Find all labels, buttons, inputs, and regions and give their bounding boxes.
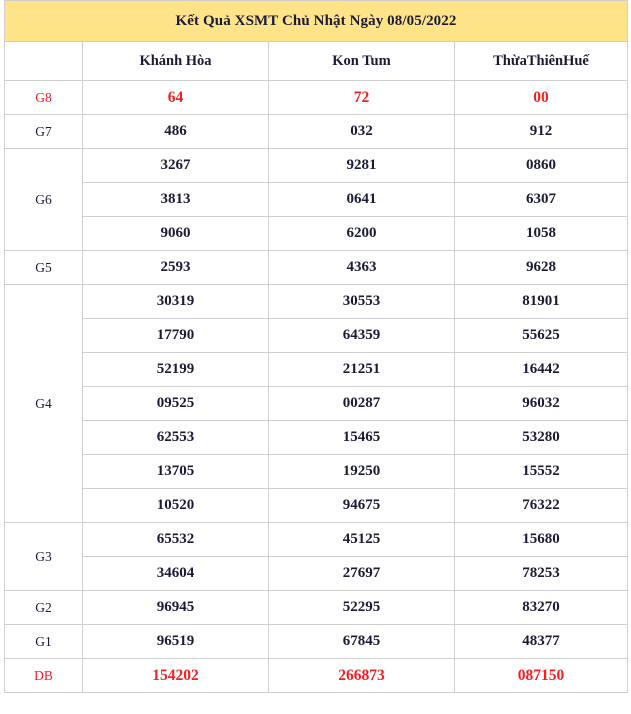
result-g2-kon_tum: 52295 <box>268 590 455 625</box>
result-g4-khanh_hoa: 17790 <box>82 318 269 353</box>
result-db-kon_tum: 266873 <box>268 658 455 693</box>
table-row: 13705 19250 15552 <box>5 454 629 489</box>
table-row: G3 65532 45125 15680 <box>4 522 629 591</box>
prize-label-g3: G3 <box>4 522 83 591</box>
result-g4-thua_thien_hue: 53280 <box>453 420 629 455</box>
result-g6-kon_tum: 0641 <box>268 182 455 217</box>
result-g4-kon_tum: 00287 <box>268 386 455 421</box>
result-g6-kon_tum: 6200 <box>268 216 455 251</box>
result-g2-khanh_hoa: 96945 <box>82 590 269 625</box>
table-row: G4 30319 30553 81901 <box>4 284 629 523</box>
result-g4-kon_tum: 19250 <box>268 454 455 489</box>
result-g3-thua_thien_hue: 78253 <box>453 556 629 591</box>
prize-label-g6: G6 <box>4 148 83 251</box>
table-row: G6 3267 9281 0860 <box>4 148 629 251</box>
result-g3-kon_tum: 27697 <box>268 556 455 591</box>
prize-label-db: DB <box>4 658 83 693</box>
result-g6-thua_thien_hue: 1058 <box>453 216 629 251</box>
prize-label-g7: G7 <box>4 114 83 149</box>
result-g6-kon_tum: 9281 <box>268 148 455 183</box>
result-g4-kon_tum: 15465 <box>268 420 455 455</box>
table-row: G2 96945 52295 83270 <box>4 590 629 625</box>
result-g4-thua_thien_hue: 15552 <box>453 454 629 489</box>
result-g6-khanh_hoa: 3813 <box>82 182 269 217</box>
result-g4-khanh_hoa: 30319 <box>82 284 269 319</box>
result-g4-khanh_hoa: 62553 <box>82 420 269 455</box>
page-title: Kết Quả XSMT Chủ Nhật Ngày 08/05/2022 <box>3 0 629 42</box>
table-row: 17790 64359 55625 <box>5 318 629 353</box>
result-g7-khanh_hoa: 486 <box>82 114 269 149</box>
result-g4-khanh_hoa: 10520 <box>82 488 269 523</box>
result-g4-thua_thien_hue: 16442 <box>453 352 629 387</box>
prize-label-g4: G4 <box>4 284 83 523</box>
prize-label-g2: G2 <box>4 590 83 625</box>
table-header: Kết Quả XSMT Chủ Nhật Ngày 08/05/2022 Kh… <box>3 0 629 81</box>
table-row: G8 64 72 00 <box>4 80 629 115</box>
result-g4-kon_tum: 30553 <box>268 284 455 319</box>
result-g6-khanh_hoa: 9060 <box>82 216 269 251</box>
result-g4-khanh_hoa: 13705 <box>82 454 269 489</box>
result-g4-thua_thien_hue: 55625 <box>453 318 629 353</box>
result-g8-kon_tum: 72 <box>268 80 455 115</box>
table-row: G7 486 032 912 <box>4 114 629 149</box>
table-row: 10520 94675 76322 <box>5 488 629 523</box>
result-g5-khanh_hoa: 2593 <box>82 250 269 285</box>
result-g8-khanh_hoa: 64 <box>82 80 269 115</box>
result-g7-kon_tum: 032 <box>268 114 455 149</box>
result-g1-khanh_hoa: 96519 <box>82 624 269 659</box>
result-g1-kon_tum: 67845 <box>268 624 455 659</box>
result-g4-thua_thien_hue: 96032 <box>453 386 629 421</box>
result-g4-thua_thien_hue: 81901 <box>453 284 629 319</box>
result-db-thua_thien_hue: 087150 <box>453 658 629 693</box>
column-header-thua-thien-hue: ThừaThiênHuế <box>453 41 629 81</box>
table-row: G1 96519 67845 48377 <box>4 624 629 659</box>
result-g5-kon_tum: 4363 <box>268 250 455 285</box>
result-g4-thua_thien_hue: 76322 <box>453 488 629 523</box>
result-g3-kon_tum: 45125 <box>268 522 455 557</box>
table-row: 09525 00287 96032 <box>5 386 629 421</box>
table-row: 34604 27697 78253 <box>5 556 629 591</box>
result-g8-thua_thien_hue: 00 <box>453 80 629 115</box>
table-row: 52199 21251 16442 <box>5 352 629 387</box>
result-db-khanh_hoa: 154202 <box>82 658 269 693</box>
table-row: DB 154202 266873 087150 <box>4 658 629 693</box>
result-g4-kon_tum: 64359 <box>268 318 455 353</box>
result-g4-khanh_hoa: 52199 <box>82 352 269 387</box>
prize-label-g5: G5 <box>4 250 83 285</box>
result-g2-thua_thien_hue: 83270 <box>453 590 629 625</box>
result-g3-khanh_hoa: 65532 <box>82 522 269 557</box>
result-g4-kon_tum: 94675 <box>268 488 455 523</box>
result-g3-khanh_hoa: 34604 <box>82 556 269 591</box>
table-row: 9060 6200 1058 <box>5 216 629 251</box>
title-row: Kết Quả XSMT Chủ Nhật Ngày 08/05/2022 <box>3 0 629 42</box>
result-g4-kon_tum: 21251 <box>268 352 455 387</box>
column-header-prize <box>4 41 83 81</box>
table-row: 3813 0641 6307 <box>5 182 629 217</box>
result-g6-khanh_hoa: 3267 <box>82 148 269 183</box>
result-g3-thua_thien_hue: 15680 <box>453 522 629 557</box>
column-header-khanh-hoa: Khánh Hòa <box>82 41 269 81</box>
prize-label-g1: G1 <box>4 624 83 659</box>
column-header-row: Khánh Hòa Kon Tum ThừaThiênHuế <box>4 41 629 81</box>
table-row: 62553 15465 53280 <box>5 420 629 455</box>
result-g6-thua_thien_hue: 6307 <box>453 182 629 217</box>
prize-label-g8: G8 <box>4 80 83 115</box>
lottery-results-table: Kết Quả XSMT Chủ Nhật Ngày 08/05/2022 Kh… <box>3 0 629 693</box>
result-g1-thua_thien_hue: 48377 <box>453 624 629 659</box>
result-g4-khanh_hoa: 09525 <box>82 386 269 421</box>
table-row: G5 2593 4363 9628 <box>4 250 629 285</box>
result-g5-thua_thien_hue: 9628 <box>453 250 629 285</box>
column-header-kon-tum: Kon Tum <box>268 41 455 81</box>
result-g6-thua_thien_hue: 0860 <box>453 148 629 183</box>
result-g7-thua_thien_hue: 912 <box>453 114 629 149</box>
table-body: G8 64 72 00 G7 486 032 912 G6 3267 9281 0860 3813 064… <box>4 80 629 693</box>
